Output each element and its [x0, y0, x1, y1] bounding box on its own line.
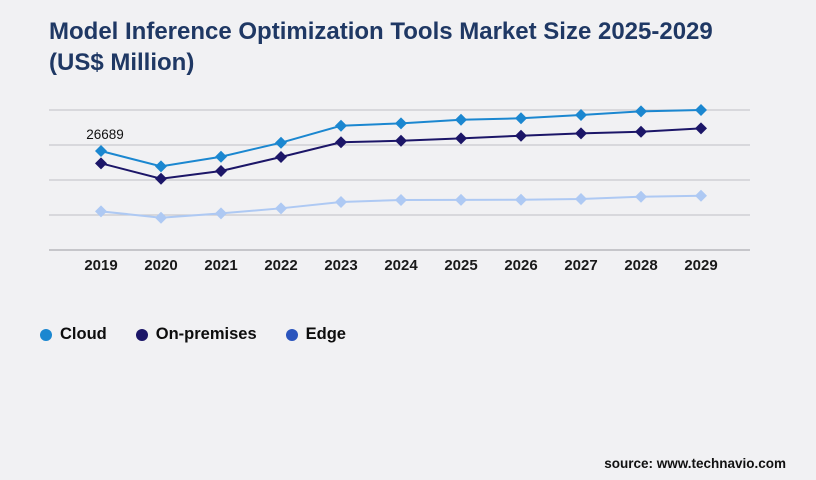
data-point-edge-2019	[95, 205, 107, 218]
data-point-edge-2025	[455, 193, 467, 206]
x-tick-label: 2029	[684, 257, 717, 274]
chart-legend: Cloud On-premises Edge	[40, 325, 346, 344]
data-point-cloud-2024	[395, 117, 407, 130]
x-tick-label: 2019	[84, 257, 117, 274]
data-point-edge-2028	[635, 190, 647, 203]
data-point-cloud-2019	[95, 145, 107, 158]
chart-title-line2: (US$ Million)	[49, 49, 195, 76]
data-point-on-premises-2029	[695, 122, 707, 135]
data-point-edge-2021	[215, 207, 227, 220]
legend-label-on-premises: On-premises	[155, 325, 257, 343]
legend-label-edge: Edge	[305, 325, 346, 343]
data-point-on-premises-2021	[215, 165, 227, 178]
legend-item-cloud[interactable]: Cloud	[40, 325, 107, 344]
x-tick-label: 2022	[264, 257, 297, 274]
legend-item-edge[interactable]: Edge	[285, 325, 346, 344]
source-attribution: source: www.technavio.com	[604, 456, 786, 471]
data-point-on-premises-2028	[635, 125, 647, 138]
data-point-cloud-2029	[695, 104, 707, 117]
line-chart-plot: 26689 2019 2020 2021 2022 2023 2024 2025 2026 202…	[49, 104, 750, 274]
edge-series-dot-icon	[285, 328, 298, 341]
data-point-edge-2022	[275, 202, 287, 215]
data-point-on-premises-2019	[95, 157, 107, 170]
data-point-cloud-2027	[575, 109, 587, 122]
data-point-cloud-2025	[455, 113, 467, 126]
data-point-on-premises-2022	[275, 151, 287, 164]
data-point-cloud-2026	[515, 112, 527, 125]
chart-title: Model Inference Optimization Tools Marke…	[49, 16, 789, 78]
data-point-cloud-2021	[215, 150, 227, 163]
data-point-edge-2027	[575, 193, 587, 206]
x-tick-label: 2028	[624, 257, 657, 274]
data-point-edge-2026	[515, 193, 527, 206]
data-point-edge-2023	[335, 195, 347, 208]
data-point-edge-2029	[695, 189, 707, 202]
cloud-series-dot-icon	[40, 328, 52, 341]
x-tick-label: 2020	[144, 257, 177, 274]
data-point-on-premises-2020	[155, 172, 167, 185]
data-point-cloud-2028	[635, 105, 647, 118]
data-point-on-premises-2024	[395, 134, 407, 147]
x-tick-label: 2024	[384, 257, 418, 274]
data-point-on-premises-2025	[455, 132, 467, 145]
x-tick-label: 2021	[204, 257, 237, 274]
data-point-cloud-2023	[335, 119, 347, 132]
data-point-on-premises-2026	[515, 129, 527, 142]
legend-item-on-premises[interactable]: On-premises	[135, 325, 257, 344]
x-tick-label: 2026	[504, 257, 537, 274]
x-tick-label: 2027	[564, 257, 597, 274]
on-premises-series-dot-icon	[135, 328, 148, 341]
x-tick-label: 2023	[324, 257, 357, 274]
data-point-cloud-2020	[155, 160, 167, 173]
data-point-on-premises-2027	[575, 127, 587, 140]
chart-title-line1: Model Inference Optimization Tools Marke…	[49, 18, 713, 45]
data-point-cloud-2022	[275, 136, 287, 149]
x-tick-label: 2025	[444, 257, 477, 274]
data-point-label: 26689	[86, 127, 124, 142]
data-point-edge-2024	[395, 194, 407, 207]
data-point-edge-2020	[155, 211, 167, 224]
data-point-on-premises-2023	[335, 136, 347, 149]
legend-label-cloud: Cloud	[60, 325, 107, 343]
